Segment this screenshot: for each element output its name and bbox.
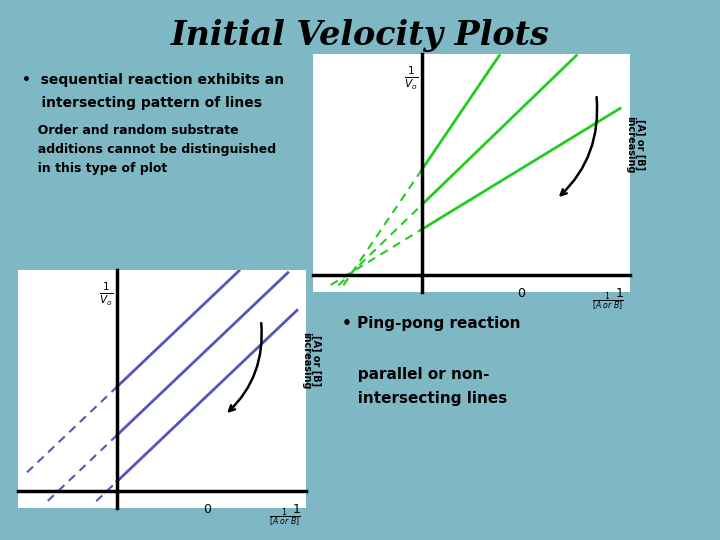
Text: $\frac{1}{[A\ or\ B]}$: $\frac{1}{[A\ or\ B]}$	[593, 291, 624, 313]
Text: 1: 1	[616, 287, 624, 300]
Text: in this type of plot: in this type of plot	[29, 162, 167, 175]
Text: [A] or [B]: [A] or [B]	[310, 335, 321, 386]
Text: [A] or [B]: [A] or [B]	[635, 119, 645, 170]
Text: parallel or non-: parallel or non-	[342, 367, 490, 382]
Text: intersecting pattern of lines: intersecting pattern of lines	[22, 96, 261, 110]
Text: intersecting lines: intersecting lines	[342, 392, 508, 407]
Text: increasing: increasing	[302, 332, 312, 389]
Text: $\frac{1}{V_o}$: $\frac{1}{V_o}$	[99, 280, 114, 308]
Text: $\frac{1}{V_o}$: $\frac{1}{V_o}$	[404, 64, 418, 92]
Text: 0: 0	[203, 503, 211, 516]
Text: 1: 1	[293, 503, 301, 516]
Text: 0: 0	[517, 287, 525, 300]
Text: additions cannot be distinguished: additions cannot be distinguished	[29, 143, 276, 156]
Text: • Ping-pong reaction: • Ping-pong reaction	[342, 316, 521, 331]
Text: Initial Velocity Plots: Initial Velocity Plots	[171, 19, 549, 52]
Text: increasing: increasing	[625, 116, 635, 173]
Text: $\frac{1}{[A\ or\ B]}$: $\frac{1}{[A\ or\ B]}$	[269, 507, 301, 529]
Text: Order and random substrate: Order and random substrate	[29, 124, 238, 137]
Text: •  sequential reaction exhibits an: • sequential reaction exhibits an	[22, 73, 284, 87]
